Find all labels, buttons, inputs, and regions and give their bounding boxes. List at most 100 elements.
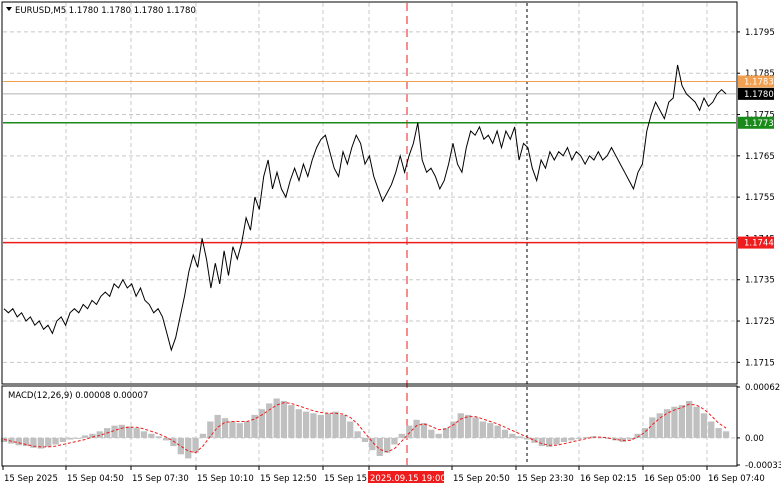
level-price-tag bbox=[738, 236, 774, 249]
price-panel-frame bbox=[1, 1, 738, 385]
macd-histogram-bar bbox=[722, 431, 730, 438]
macd-histogram-bar bbox=[170, 437, 177, 447]
macd-histogram-bar bbox=[671, 406, 678, 438]
price-tick-label: 1.1715 bbox=[745, 358, 775, 368]
macd-tick-label: 0.00 bbox=[745, 434, 764, 444]
macd-histogram-bar bbox=[74, 437, 81, 439]
symbol-menu-triangle-icon[interactable] bbox=[6, 7, 12, 11]
macd-histogram-bar bbox=[516, 436, 523, 438]
macd-histogram-bar bbox=[472, 417, 479, 438]
macd-histogram-bar bbox=[678, 405, 685, 438]
time-tick-label: 15 Sep 07:30 bbox=[132, 474, 189, 484]
macd-histogram-bar bbox=[30, 437, 37, 448]
price-tick-label: 1.1785 bbox=[745, 69, 775, 79]
macd-histogram-bar bbox=[310, 413, 317, 438]
macd-histogram-bar bbox=[185, 437, 192, 459]
time-tick-label: 15 Sep 12:50 bbox=[260, 474, 317, 484]
macd-histogram-bar bbox=[302, 411, 310, 438]
macd-histogram-bar bbox=[339, 414, 347, 438]
macd-histogram-bar bbox=[546, 437, 553, 447]
macd-histogram-bar bbox=[89, 433, 96, 438]
macd-histogram-bar bbox=[560, 437, 568, 442]
macd-histogram-bar bbox=[582, 437, 590, 439]
macd-histogram-bar bbox=[708, 421, 715, 438]
macd-histogram-bar bbox=[37, 437, 44, 449]
macd-histogram-bar bbox=[15, 437, 22, 446]
time-tick-label: 16 Sep 05:00 bbox=[644, 474, 701, 484]
macd-tick-label: 0.00062 bbox=[745, 383, 780, 393]
macd-histogram-bar bbox=[258, 409, 265, 438]
macd-histogram-bar bbox=[111, 425, 118, 438]
price-tick-label: 1.1755 bbox=[745, 193, 775, 203]
macd-histogram-bar bbox=[332, 411, 339, 438]
macd-signal-line bbox=[3, 402, 727, 454]
macd-histogram-bar bbox=[384, 437, 391, 453]
macd-histogram-bar bbox=[420, 423, 428, 438]
time-tick-label: 15 Sep 23:30 bbox=[517, 474, 574, 484]
macd-histogram-bar bbox=[126, 426, 133, 438]
macd-histogram-bar bbox=[214, 414, 221, 438]
macd-histogram-bar bbox=[715, 428, 722, 438]
time-label-highlight bbox=[368, 471, 444, 483]
macd-histogram-bar bbox=[177, 437, 184, 455]
macd-histogram-bar bbox=[229, 421, 236, 438]
macd-histogram-bar bbox=[700, 413, 708, 438]
macd-tick-label: -0.00033 bbox=[745, 461, 781, 471]
price-tick-label: 1.1735 bbox=[745, 276, 775, 286]
price-tick-label: 1.1725 bbox=[745, 317, 775, 327]
level-price-label: 1.1783 bbox=[744, 77, 774, 87]
macd-histogram-bar bbox=[465, 414, 472, 438]
macd-indicator-label: MACD(12,26,9) 0.00008 0.00007 bbox=[8, 391, 148, 401]
macd-histogram-bar bbox=[693, 406, 700, 438]
macd-histogram-bar bbox=[118, 424, 125, 438]
macd-histogram-bar bbox=[236, 423, 243, 438]
macd-histogram-bar bbox=[325, 413, 332, 438]
macd-histogram-bar bbox=[317, 414, 324, 438]
macd-series bbox=[0, 398, 730, 459]
macd-histogram-bar bbox=[67, 437, 74, 440]
macd-histogram-bar bbox=[656, 413, 663, 438]
macd-histogram-bar bbox=[59, 437, 67, 442]
macd-histogram-bar bbox=[509, 433, 516, 438]
macd-histogram-bar bbox=[192, 437, 199, 453]
macd-histogram-bar bbox=[501, 429, 509, 438]
price-grid bbox=[3, 3, 736, 383]
macd-histogram-bar bbox=[663, 409, 671, 438]
macd-histogram-bar bbox=[155, 436, 162, 438]
macd-histogram-bar bbox=[273, 398, 280, 438]
time-tick-label: 15 Sep 10:10 bbox=[197, 474, 254, 484]
macd-histogram-bar bbox=[361, 437, 369, 442]
macd-histogram-bar bbox=[96, 431, 103, 438]
macd-histogram-bar bbox=[531, 437, 538, 443]
price-labels: 1.1783 1.1773 1.1744 1.1780 bbox=[738, 75, 774, 249]
macd-histogram-bar bbox=[52, 437, 59, 445]
macd-histogram-bar bbox=[354, 431, 361, 438]
macd-histogram-bar bbox=[634, 433, 641, 438]
time-tick-label: 2025.09.15 19:00 bbox=[370, 474, 446, 484]
level-price-label: 1.1744 bbox=[744, 239, 774, 249]
macd-histogram-bar bbox=[133, 428, 140, 438]
macd-histogram-bar bbox=[163, 437, 170, 441]
macd-histogram-bar bbox=[391, 437, 398, 445]
price-tick-label: 1.1775 bbox=[745, 111, 775, 121]
macd-histogram-bar bbox=[435, 433, 442, 438]
macd-histogram-bar bbox=[649, 417, 656, 438]
macd-histogram-bar bbox=[524, 437, 531, 440]
macd-histogram-bar bbox=[568, 437, 575, 441]
macd-histogram-bar bbox=[627, 437, 634, 440]
macd-histogram-bar bbox=[140, 431, 148, 438]
macd-histogram-bar bbox=[479, 421, 486, 438]
current-price-label: 1.1780 bbox=[744, 90, 774, 100]
macd-histogram-bar bbox=[244, 421, 251, 438]
macd-histogram-bar bbox=[686, 401, 693, 438]
time-tick-label: 15 Sep 04:50 bbox=[67, 474, 124, 484]
symbol-header: EURUSD,M5 1.1780 1.1780 1.1780 1.1780 bbox=[15, 6, 196, 16]
current-price-tag bbox=[738, 87, 774, 100]
macd-histogram-bar bbox=[428, 429, 435, 438]
period-separators bbox=[406, 3, 528, 465]
macd-histogram-bar bbox=[487, 423, 494, 438]
macd-histogram-bar bbox=[406, 425, 413, 438]
horizontal-levels[interactable] bbox=[3, 80, 736, 244]
macd-histogram-bar bbox=[457, 413, 464, 438]
